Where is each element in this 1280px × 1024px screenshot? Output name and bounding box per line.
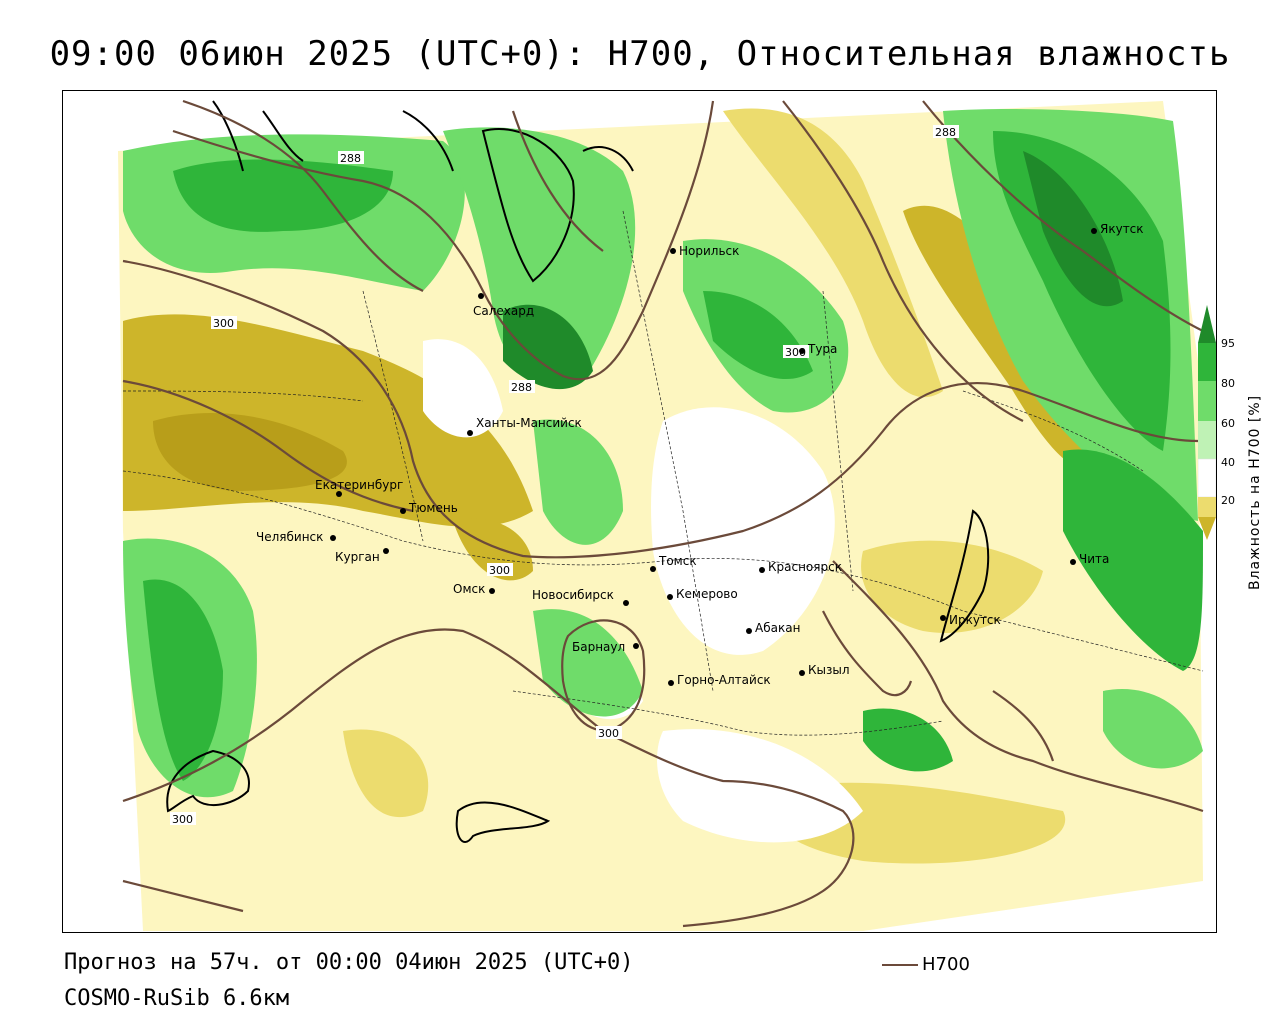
svg-text:Салехард: Салехард (473, 304, 534, 318)
city-barnaul: Барнаул (572, 640, 639, 654)
legend-tick-80: 80 (1221, 377, 1235, 390)
city-khanty-mansiysk: Ханты-Мансийск (467, 416, 582, 436)
svg-text:Кызыл: Кызыл (808, 663, 850, 677)
isoline-legend-label: H700 (922, 954, 970, 975)
city-irkutsk: Иркутск (940, 613, 1001, 627)
svg-text:Норильск: Норильск (679, 244, 739, 258)
svg-text:288: 288 (511, 381, 532, 394)
svg-text:Кемерово: Кемерово (676, 587, 738, 601)
svg-text:Ханты-Мансийск: Ханты-Мансийск (476, 416, 582, 430)
city-salekhard: Салехард (473, 293, 534, 318)
isoline-legend: H700 (882, 954, 970, 975)
svg-text:288: 288 (340, 152, 361, 165)
svg-text:Тюмень: Тюмень (408, 501, 458, 515)
h700-isolines (122, 99, 1204, 928)
legend-tick-40: 40 (1221, 456, 1235, 469)
svg-text:Барнаул: Барнаул (572, 640, 625, 654)
svg-text:300: 300 (489, 564, 510, 577)
city-kurgan: Курган (335, 548, 389, 564)
city-abakan: Абакан (746, 621, 800, 635)
svg-text:Челябинск: Челябинск (256, 530, 323, 544)
city-chelyabinsk: Челябинск (256, 530, 336, 544)
city-tomsk: Томск (650, 554, 697, 572)
svg-text:Томск: Томск (658, 554, 697, 568)
svg-text:300: 300 (598, 727, 619, 740)
city-kemerovo: Кемерово (667, 587, 738, 601)
city-krasnoyarsk: Красноярск (759, 560, 842, 574)
map-area: 288 288 300 288 300 300 300 300 Салехард… (62, 90, 1217, 933)
city-yakutsk: Якутск (1091, 222, 1144, 236)
svg-text:300: 300 (213, 317, 234, 330)
humidity-map: 288 288 300 288 300 300 300 300 Салехард… (63, 91, 1216, 932)
svg-text:Абакан: Абакан (755, 621, 800, 635)
admin-borders (122, 210, 1204, 736)
legend-tick-20: 20 (1221, 494, 1235, 507)
city-tura: Тура (799, 342, 837, 356)
svg-text:Тура: Тура (807, 342, 837, 356)
svg-text:Чита: Чита (1079, 552, 1109, 566)
moist-zones (123, 109, 1203, 798)
svg-text:Иркутск: Иркутск (949, 613, 1001, 627)
forecast-info: Прогноз на 57ч. от 00:00 04июн 2025 (UTC… (64, 950, 634, 975)
cities: Салехард Норильск Якутск Тура Ханты-Манс… (256, 222, 1144, 687)
isoline-swatch (882, 964, 918, 966)
svg-text:288: 288 (935, 126, 956, 139)
svg-text:Горно-Алтайск: Горно-Алтайск (677, 673, 771, 687)
svg-text:Якутск: Якутск (1100, 222, 1144, 236)
svg-text:Новосибирск: Новосибирск (532, 588, 614, 602)
city-kyzyl: Кызыл (799, 663, 850, 677)
model-name: COSMO-RuSib 6.6км (64, 986, 290, 1011)
city-yekaterinburg: Екатеринбург (315, 478, 403, 497)
city-tyumen: Тюмень (400, 501, 458, 515)
legend-tick-95: 95 (1221, 337, 1235, 350)
city-gorno-altaysk: Горно-Алтайск (668, 673, 771, 687)
svg-text:Екатеринбург: Екатеринбург (315, 478, 403, 492)
city-norilsk: Норильск (670, 244, 739, 258)
city-omsk: Омск (453, 582, 495, 596)
svg-text:Омск: Омск (453, 582, 485, 596)
legend-title-wrap: Влажность на H700 [%] (1247, 395, 1267, 830)
city-chita: Чита (1070, 552, 1109, 566)
humidity-color-legend (1198, 305, 1216, 540)
map-title: 09:00 06июн 2025 (UTC+0): H700, Относите… (49, 34, 1231, 74)
svg-text:Курган: Курган (335, 550, 380, 564)
coastlines (166, 100, 990, 843)
city-novosibirsk: Новосибирск (532, 588, 629, 606)
svg-text:300: 300 (172, 813, 193, 826)
legend-tick-60: 60 (1221, 417, 1235, 430)
svg-text:Красноярск: Красноярск (768, 560, 842, 574)
legend-title: Влажность на H700 [%] (1247, 394, 1263, 590)
